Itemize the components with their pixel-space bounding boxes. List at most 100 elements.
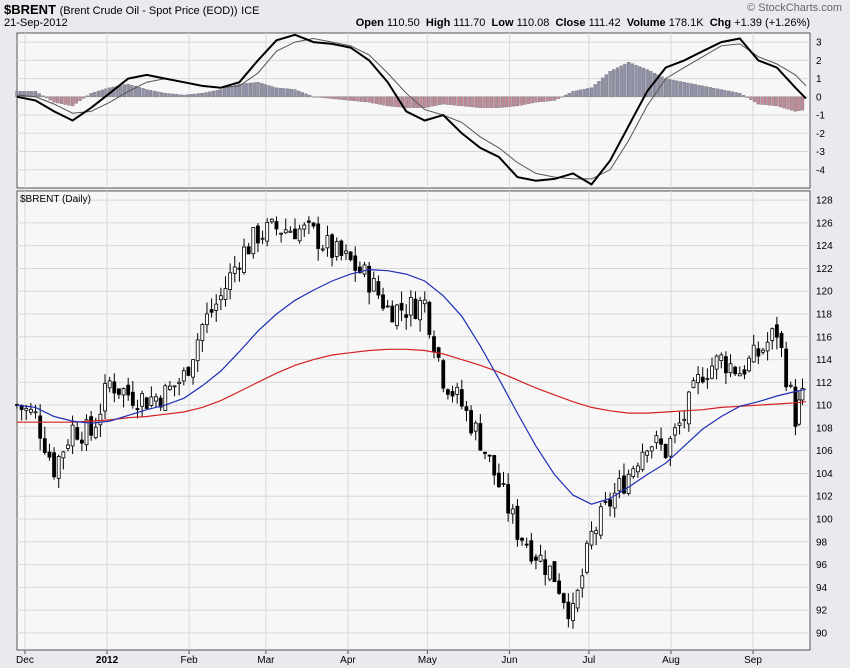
candle-body xyxy=(200,324,205,341)
candle-body xyxy=(256,225,260,244)
candle-body xyxy=(390,305,395,323)
candle-body xyxy=(251,227,256,255)
candle-body xyxy=(469,410,473,434)
histogram-bar xyxy=(745,96,749,98)
candle-body xyxy=(696,374,701,384)
histogram-bar xyxy=(137,87,141,97)
histogram-bar xyxy=(671,79,675,97)
histogram-bar xyxy=(222,88,227,97)
candle-body xyxy=(172,385,177,388)
x-tick-label: May xyxy=(418,655,437,666)
candle-body xyxy=(631,468,636,477)
histogram-bar xyxy=(708,87,712,97)
histogram-bar xyxy=(59,96,64,104)
histogram-bar xyxy=(156,91,160,97)
price-panel-frame xyxy=(16,190,811,651)
candle-body xyxy=(158,397,163,408)
histogram-bar xyxy=(311,96,316,98)
histogram-bar xyxy=(208,91,212,97)
histogram-bar xyxy=(667,79,672,97)
histogram-bar xyxy=(612,69,616,97)
sma-long-line xyxy=(17,348,807,423)
histogram-bar xyxy=(734,92,738,97)
candle-body xyxy=(487,454,492,457)
histogram-bar xyxy=(645,69,649,97)
candle-body xyxy=(302,224,307,230)
histogram-bar xyxy=(460,96,464,107)
histogram-bar xyxy=(204,92,208,97)
candle-body xyxy=(89,416,94,436)
histogram-bar xyxy=(634,64,638,97)
x-tick-label: Dec xyxy=(16,655,34,666)
candle-body xyxy=(144,397,149,409)
histogram-bar xyxy=(608,71,612,97)
candle-body xyxy=(75,427,80,440)
candle-body xyxy=(515,505,520,540)
histogram-bar xyxy=(786,96,790,110)
histogram-bar xyxy=(56,96,60,104)
histogram-bar xyxy=(352,96,356,101)
histogram-bar xyxy=(552,96,557,101)
candle-body xyxy=(793,386,798,427)
histogram-bar xyxy=(330,96,334,99)
candle-body xyxy=(422,299,427,305)
histogram-bar xyxy=(374,96,379,104)
price-y-tick-label: 94 xyxy=(816,583,828,594)
histogram-bar xyxy=(241,83,245,97)
candle-body xyxy=(408,296,413,316)
histogram-bar xyxy=(371,96,375,104)
candle-body xyxy=(140,393,145,407)
histogram-bar xyxy=(701,85,705,97)
price-y-tick-label: 118 xyxy=(816,310,832,321)
candle-body xyxy=(126,384,131,396)
candle-body xyxy=(761,349,765,353)
histogram-bar xyxy=(267,85,271,97)
indicator-y-tick-label: 0 xyxy=(816,92,822,103)
histogram-bar xyxy=(638,66,642,97)
histogram-bar xyxy=(26,91,30,97)
candle-body xyxy=(668,437,673,457)
histogram-bar xyxy=(174,94,179,97)
candle-body xyxy=(117,388,121,395)
candle-body xyxy=(459,389,464,407)
candle-body xyxy=(557,580,562,594)
candle-body xyxy=(135,408,140,410)
candle-body xyxy=(93,426,98,439)
price-y-tick-label: 122 xyxy=(816,264,833,275)
histogram-bar xyxy=(148,90,153,97)
sma-short-line xyxy=(16,268,807,505)
histogram-bar xyxy=(70,96,75,107)
candle-body xyxy=(673,427,677,436)
candle-body xyxy=(232,266,237,274)
indicator-panel-frame xyxy=(16,32,811,189)
candle-body xyxy=(181,370,186,382)
x-tick-label: Aug xyxy=(662,655,680,666)
candle-body xyxy=(223,288,228,300)
histogram-bar xyxy=(319,96,323,98)
candle-body xyxy=(413,298,418,320)
histogram-bar xyxy=(515,96,520,107)
histogram-bar xyxy=(100,89,104,97)
price-y-tick-label: 120 xyxy=(816,287,833,298)
candle-body xyxy=(61,451,66,459)
candle-body xyxy=(784,348,789,388)
candle-body xyxy=(98,413,103,426)
high-value: 111.70 xyxy=(453,17,486,29)
candle-body xyxy=(242,246,246,273)
candle-body xyxy=(686,391,691,425)
histogram-bar xyxy=(693,84,697,97)
histogram-bar xyxy=(519,96,523,106)
histogram-bar xyxy=(478,96,482,108)
histogram-bar xyxy=(297,90,301,97)
candle-body xyxy=(747,357,751,372)
histogram-bar xyxy=(145,89,149,97)
candle-body xyxy=(464,406,469,411)
histogram-bar xyxy=(167,93,171,97)
candle-body xyxy=(571,603,575,621)
histogram-bar xyxy=(411,96,416,108)
candle-body xyxy=(543,559,548,575)
histogram-bar xyxy=(474,96,479,108)
histogram-bar xyxy=(22,91,27,97)
histogram-bar xyxy=(315,96,319,98)
candle-body xyxy=(38,415,43,439)
